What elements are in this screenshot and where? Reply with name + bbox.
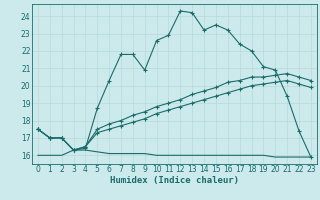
X-axis label: Humidex (Indice chaleur): Humidex (Indice chaleur) — [110, 176, 239, 185]
